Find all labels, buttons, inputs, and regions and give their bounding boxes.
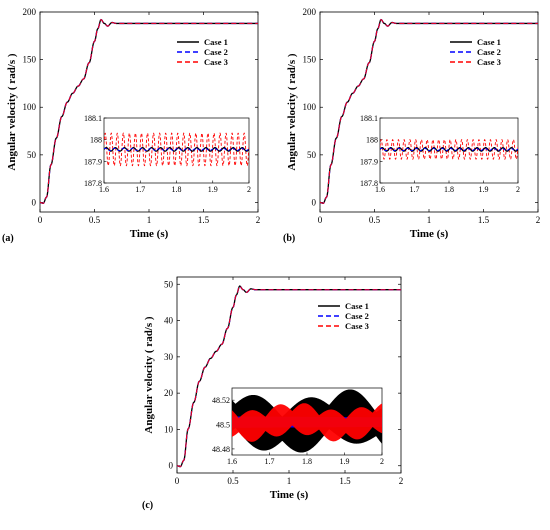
legend-label-case-3: Case 3 [204,57,228,67]
x-tick-label: 0.5 [369,215,381,225]
inset-y-tick-label: 188 [366,136,378,145]
inset-series-case-2 [380,147,518,152]
inset-series [232,389,382,453]
x-tick-label: 1 [147,215,152,225]
inset-x-tick-label: 1.7 [410,185,420,194]
y-tick-label: 200 [303,7,317,17]
inset-y-tick-label: 48.48 [212,445,230,454]
y-tick-label: 0 [312,197,317,207]
y-tick-label: 150 [23,55,37,65]
series-line-case-1 [319,18,538,205]
x-tick-label: 2 [256,215,261,225]
inset-y-tick-label: 187.8 [360,179,378,188]
panel-1: 0 0.5 1 1.5 2 0 50 100 150 200 Time (s) Angular vel… [283,7,540,244]
x-tick-label: 0 [38,215,43,225]
inset-x-tick-label: 1.6 [375,185,385,194]
inset-y-tick-label: 188.1 [360,114,378,123]
inset-x-tick-label: 1.6 [99,185,109,194]
x-tick-label: 1.5 [478,215,490,225]
y-tick-label: 50 [307,150,317,160]
series-line-case-3 [176,285,401,468]
y-tick-label: 50 [164,279,174,289]
y-axis-label: Angular velocity ( rad/s ) [143,316,155,433]
legend-label-case-1: Case 1 [204,37,228,47]
inset-x-tick-label: 1.8 [302,457,312,466]
y-tick-label: 20 [164,388,174,398]
inset-x-tick-label: 2 [247,185,251,194]
x-tick-label: 1.5 [339,476,351,486]
legend-label-case-1: Case 1 [477,37,501,47]
inset: 1.6 1.7 1.8 1.9 2 187.8 187.9 188 188.1 [360,114,520,194]
y-tick-label: 10 [164,424,174,434]
y-tick-label: 40 [164,316,174,326]
y-tick-label: 30 [164,352,174,362]
inset-series [104,132,249,167]
y-tick-label: 200 [23,7,37,17]
inset-y-tick-label: 187.9 [360,157,378,166]
x-tick-label: 0 [175,476,180,486]
inset-x-tick-label: 2 [380,457,384,466]
x-tick-label: 0.5 [89,215,101,225]
inset: 1.6 1.7 1.8 1.9 2 48.48 48.5 48.52 [212,387,384,466]
y-tick-label: 0 [32,197,37,207]
inset-series-case-3 [104,132,249,167]
inset-y-tick-label: 188.1 [84,114,102,123]
inset-y-tick-label: 187.9 [84,157,102,166]
inset-series [380,139,518,160]
inset-x-tick-label: 1.8 [444,185,454,194]
inset-y-tick-label: 187.8 [84,179,102,188]
inset-x-tick-label: 1.9 [208,185,218,194]
x-axis-label: Time (s) [270,489,309,501]
inset-series-case-3 [232,403,382,442]
x-tick-label: 1 [287,476,292,486]
y-axis-label: Angular velocity ( rad/s ) [286,53,298,170]
inset-x-tick-label: 1.8 [172,185,182,194]
y-tick-label: 150 [303,55,317,65]
x-tick-label: 0.5 [227,476,239,486]
inset: 1.6 1.7 1.8 1.9 2 187.8 187.9 188 188.1 [84,114,251,194]
y-tick-label: 0 [169,461,174,471]
x-tick-label: 2 [536,215,541,225]
inset-y-tick-label: 48.5 [216,421,230,430]
legend-label-case-3: Case 3 [345,321,369,331]
legend-label-case-2: Case 2 [345,311,369,321]
inset-series-case-2 [104,147,249,152]
y-axis-label: Angular velocity ( rad/s ) [6,53,18,170]
inset-x-tick-label: 2 [516,185,520,194]
panel-letter: (b) [283,233,295,244]
x-tick-label: 1.5 [198,215,210,225]
inset-y-tick-label: 48.52 [212,396,230,405]
panel-letter: (c) [142,500,153,511]
inset-x-tick-label: 1.9 [340,457,350,466]
x-tick-label: 0 [318,215,323,225]
x-tick-label: 2 [399,476,404,486]
legend-label-case-2: Case 2 [477,47,501,57]
inset-x-tick-label: 1.6 [227,457,237,466]
panel-0: 0 0.5 1 1.5 2 0 50 100 150 200 Time (s) Angular vel… [2,7,260,244]
inset-x-tick-label: 1.7 [265,457,275,466]
y-tick-label: 50 [27,150,37,160]
x-axis-label: Time (s) [130,228,169,240]
legend-label-case-1: Case 1 [345,301,369,311]
inset-x-tick-label: 1.9 [479,185,489,194]
inset-y-tick-label: 188 [90,136,102,145]
x-axis-label: Time (s) [410,228,449,240]
inset-x-tick-label: 1.7 [135,185,145,194]
series-line-case-1 [39,18,258,205]
inset-series-case-3 [380,139,518,160]
x-tick-label: 1 [427,215,432,225]
legend-label-case-2: Case 2 [204,47,228,57]
y-tick-label: 100 [303,102,317,112]
legend-label-case-3: Case 3 [477,57,501,67]
panel-letter: (a) [2,233,14,244]
y-tick-label: 100 [23,102,37,112]
